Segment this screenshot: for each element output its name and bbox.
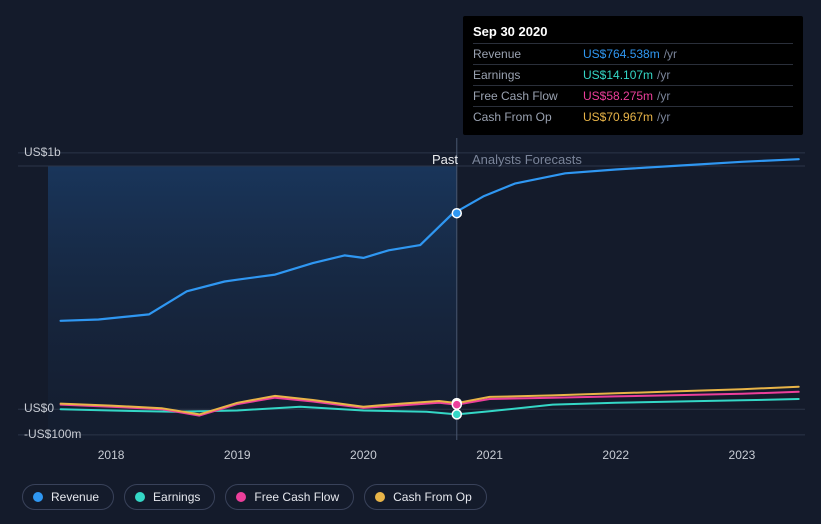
tooltip-date: Sep 30 2020 xyxy=(473,24,793,39)
legend-label: Cash From Op xyxy=(393,490,472,504)
legend-label: Free Cash Flow xyxy=(254,490,339,504)
tooltip-row-value: US$764.538m xyxy=(583,47,660,61)
chart-legend: Revenue Earnings Free Cash Flow Cash From O… xyxy=(22,484,487,510)
legend-item[interactable]: Earnings xyxy=(124,484,215,510)
tooltip-row-suffix: /yr xyxy=(664,47,677,61)
y-tick-label: US$1b xyxy=(24,145,61,159)
tooltip-row-suffix: /yr xyxy=(657,89,670,103)
tooltip-row: Cash From OpUS$70.967m/yr xyxy=(473,106,793,127)
tooltip-row: EarningsUS$14.107m/yr xyxy=(473,64,793,85)
y-tick-label: US$0 xyxy=(24,401,54,415)
tooltip-row-label: Earnings xyxy=(473,68,583,82)
x-tick-label: 2023 xyxy=(729,448,756,462)
legend-item[interactable]: Free Cash Flow xyxy=(225,484,354,510)
legend-item[interactable]: Revenue xyxy=(22,484,114,510)
tooltip-row-label: Free Cash Flow xyxy=(473,89,583,103)
tooltip-row-value: US$14.107m xyxy=(583,68,653,82)
legend-dot-icon xyxy=(375,492,385,502)
x-tick-label: 2019 xyxy=(224,448,251,462)
tooltip-row-label: Cash From Op xyxy=(473,110,583,124)
legend-dot-icon xyxy=(33,492,43,502)
hover-tooltip: Sep 30 2020 RevenueUS$764.538m/yrEarning… xyxy=(463,16,803,135)
x-tick-label: 2020 xyxy=(350,448,377,462)
legend-item[interactable]: Cash From Op xyxy=(364,484,487,510)
tooltip-row-suffix: /yr xyxy=(657,110,670,124)
x-tick-label: 2022 xyxy=(602,448,629,462)
tooltip-row-value: US$58.275m xyxy=(583,89,653,103)
x-tick-label: 2021 xyxy=(476,448,503,462)
tooltip-row: RevenueUS$764.538m/yr xyxy=(473,43,793,64)
tooltip-row-value: US$70.967m xyxy=(583,110,653,124)
legend-label: Revenue xyxy=(51,490,99,504)
tooltip-row-suffix: /yr xyxy=(657,68,670,82)
tooltip-row: Free Cash FlowUS$58.275m/yr xyxy=(473,85,793,106)
legend-dot-icon xyxy=(236,492,246,502)
past-label: Past xyxy=(432,152,458,167)
legend-dot-icon xyxy=(135,492,145,502)
legend-label: Earnings xyxy=(153,490,200,504)
tooltip-row-label: Revenue xyxy=(473,47,583,61)
x-tick-label: 2018 xyxy=(98,448,125,462)
financial-chart: US$1b US$0 -US$100m 2018 2019 2020 2021 2022 20… xyxy=(0,0,821,524)
y-tick-label: -US$100m xyxy=(24,427,81,441)
forecast-label: Analysts Forecasts xyxy=(472,152,582,167)
